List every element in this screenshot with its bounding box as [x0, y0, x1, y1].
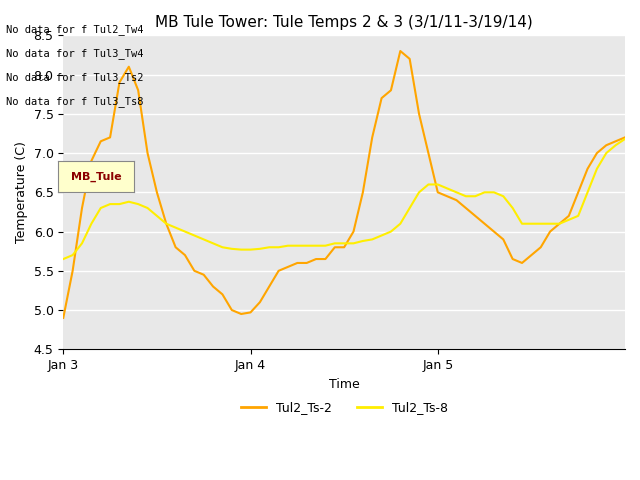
- Tul2_Ts-2: [396, 48, 404, 54]
- Tul2_Ts-2: [406, 56, 413, 62]
- Text: MB_Tule: MB_Tule: [70, 171, 122, 181]
- Line: Tul2_Ts-2: Tul2_Ts-2: [63, 51, 625, 318]
- Legend: Tul2_Ts-2, Tul2_Ts-8: Tul2_Ts-2, Tul2_Ts-8: [236, 396, 452, 420]
- Tul2_Ts-8: [547, 221, 554, 227]
- Text: No data for f Tul3_Ts8: No data for f Tul3_Ts8: [6, 96, 144, 107]
- Tul2_Ts-8: [621, 136, 629, 142]
- Tul2_Ts-8: [60, 256, 67, 262]
- Tul2_Ts-8: [256, 246, 264, 252]
- Line: Tul2_Ts-8: Tul2_Ts-8: [63, 139, 625, 259]
- Tul2_Ts-8: [172, 225, 179, 230]
- Text: No data for f Tul2_Tw4: No data for f Tul2_Tw4: [6, 24, 144, 35]
- Tul2_Ts-8: [191, 233, 198, 239]
- Y-axis label: Temperature (C): Temperature (C): [15, 142, 28, 243]
- Tul2_Ts-2: [191, 268, 198, 274]
- X-axis label: Time: Time: [329, 378, 360, 391]
- Tul2_Ts-2: [60, 315, 67, 321]
- Tul2_Ts-2: [256, 300, 264, 305]
- Tul2_Ts-2: [621, 134, 629, 140]
- Text: No data for f Tul3_Ts2: No data for f Tul3_Ts2: [6, 72, 144, 83]
- Text: No data for f Tul3_Tw4: No data for f Tul3_Tw4: [6, 48, 144, 59]
- Title: MB Tule Tower: Tule Temps 2 & 3 (3/1/11-3/19/14): MB Tule Tower: Tule Temps 2 & 3 (3/1/11-…: [156, 15, 533, 30]
- Tul2_Ts-8: [396, 221, 404, 227]
- Tul2_Ts-2: [556, 221, 563, 227]
- Tul2_Ts-2: [359, 190, 367, 195]
- Tul2_Ts-8: [359, 238, 367, 244]
- Tul2_Ts-2: [172, 244, 179, 250]
